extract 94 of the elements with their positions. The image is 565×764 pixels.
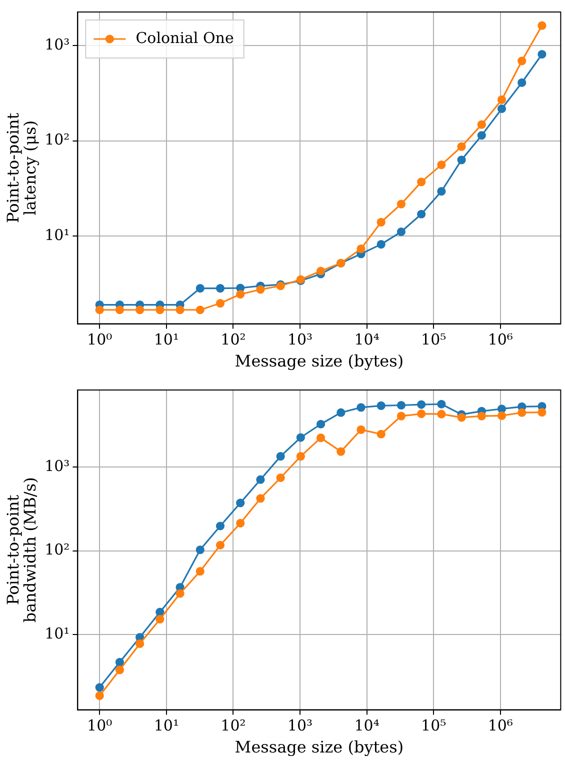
point	[95, 683, 104, 692]
point	[376, 240, 386, 249]
point	[95, 691, 104, 700]
x-tick-label: 10³	[287, 330, 313, 349]
x-tick-label: 10⁰	[87, 330, 112, 349]
point	[457, 156, 466, 164]
point	[417, 400, 426, 409]
x-axis-title: Message size (bytes)	[234, 738, 404, 757]
point	[376, 430, 386, 438]
point	[236, 518, 245, 528]
legend-label: Colonial One	[136, 28, 234, 47]
point	[136, 306, 144, 314]
point	[216, 522, 225, 530]
x-tick-label: 10¹	[154, 330, 179, 349]
point	[538, 21, 546, 30]
x-tick-label: 10¹	[154, 716, 179, 735]
point	[396, 227, 406, 236]
x-tick-label: 10⁰	[87, 716, 112, 735]
y-tick-label: 10²	[44, 130, 70, 149]
point	[417, 409, 426, 418]
point	[518, 408, 526, 417]
point	[196, 306, 204, 314]
y-tick-label: 10²	[44, 540, 70, 559]
point	[356, 425, 366, 434]
x-tick-label: 10⁴	[354, 716, 380, 735]
point	[276, 473, 285, 482]
point	[196, 284, 204, 293]
point	[396, 412, 406, 420]
y-tick-label: 10¹	[44, 624, 70, 643]
point	[437, 400, 446, 408]
point	[196, 545, 204, 554]
point	[216, 298, 225, 308]
point	[316, 266, 326, 276]
x-tick-label: 10⁵	[421, 330, 446, 349]
point	[518, 78, 526, 87]
point	[356, 403, 366, 412]
point	[216, 540, 225, 550]
y-axis-title: Point-to-point bandwidth (MB/s)	[4, 477, 40, 623]
point	[477, 412, 486, 420]
point	[417, 178, 426, 186]
point	[437, 160, 446, 170]
x-tick-label: 10⁶	[488, 716, 513, 735]
point	[437, 410, 446, 418]
x-tick-label: 10²	[220, 330, 246, 349]
point	[538, 408, 546, 417]
y-tick-label: 10¹	[44, 226, 70, 244]
point	[196, 567, 204, 576]
point	[296, 452, 305, 461]
point	[156, 614, 164, 624]
point	[376, 218, 386, 226]
point	[236, 498, 245, 508]
x-tick-label: 10⁴	[354, 330, 380, 349]
point	[376, 401, 386, 410]
point	[256, 494, 265, 503]
y-tick-label: 10³	[44, 35, 70, 54]
point	[497, 104, 506, 114]
y-tick-label: 10³	[44, 456, 70, 475]
point	[336, 408, 346, 417]
point	[256, 285, 265, 294]
point	[256, 475, 265, 484]
point	[497, 95, 506, 104]
point	[457, 413, 466, 422]
point	[95, 306, 104, 314]
x-tick-label: 10²	[220, 716, 246, 735]
point	[356, 244, 366, 254]
point	[316, 434, 326, 442]
point	[417, 210, 426, 218]
point	[477, 131, 486, 140]
point	[296, 433, 305, 442]
point	[538, 50, 546, 59]
point	[156, 306, 164, 314]
point	[236, 290, 245, 299]
point	[437, 187, 446, 196]
point	[115, 666, 124, 674]
x-tick-label: 10⁵	[421, 716, 446, 735]
point	[316, 420, 326, 428]
point	[518, 56, 526, 66]
point	[136, 639, 144, 648]
point	[176, 589, 184, 598]
point	[396, 200, 406, 208]
point	[115, 306, 124, 314]
x-axis-title: Message size (bytes)	[234, 352, 404, 371]
point	[216, 284, 225, 293]
point	[396, 400, 406, 410]
x-tick-label: 10⁶	[488, 330, 513, 349]
y-axis-title: Point-to-point latency (μs)	[4, 112, 40, 223]
point	[497, 411, 506, 420]
point	[276, 452, 285, 461]
point	[115, 658, 124, 666]
x-tick-label: 10³	[287, 716, 313, 735]
point	[176, 306, 184, 314]
point	[477, 120, 486, 129]
point	[336, 447, 346, 456]
point	[457, 142, 466, 151]
